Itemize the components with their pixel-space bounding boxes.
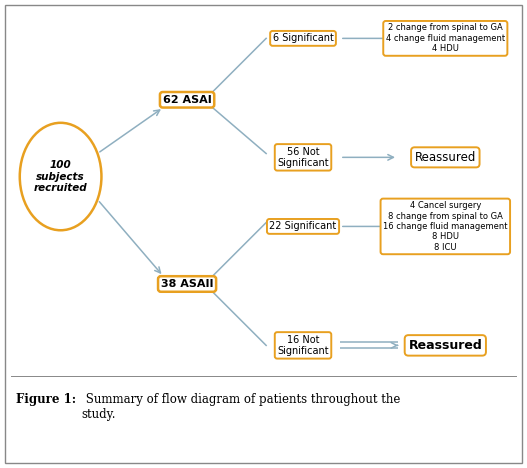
- Text: 38 ASAII: 38 ASAII: [161, 279, 213, 289]
- Text: 56 Not
Significant: 56 Not Significant: [277, 146, 329, 168]
- Text: Reassured: Reassured: [408, 339, 482, 352]
- Text: 6 Significant: 6 Significant: [272, 33, 334, 44]
- Ellipse shape: [20, 123, 101, 230]
- Text: Figure 1:: Figure 1:: [16, 393, 76, 406]
- Text: 62 ASAI: 62 ASAI: [163, 95, 211, 105]
- Text: 2 change from spinal to GA
4 change fluid management
4 HDU: 2 change from spinal to GA 4 change flui…: [386, 23, 505, 53]
- Text: 100
subjects
recruited: 100 subjects recruited: [34, 160, 87, 193]
- Text: 4 Cancel surgery
8 change from spinal to GA
16 change fluid management
8 HDU
8 I: 4 Cancel surgery 8 change from spinal to…: [383, 201, 508, 252]
- Text: Reassured: Reassured: [415, 151, 476, 164]
- Text: 16 Not
Significant: 16 Not Significant: [277, 335, 329, 356]
- Text: 22 Significant: 22 Significant: [269, 221, 337, 231]
- Text: Summary of flow diagram of patients throughout the
study.: Summary of flow diagram of patients thro…: [82, 393, 400, 421]
